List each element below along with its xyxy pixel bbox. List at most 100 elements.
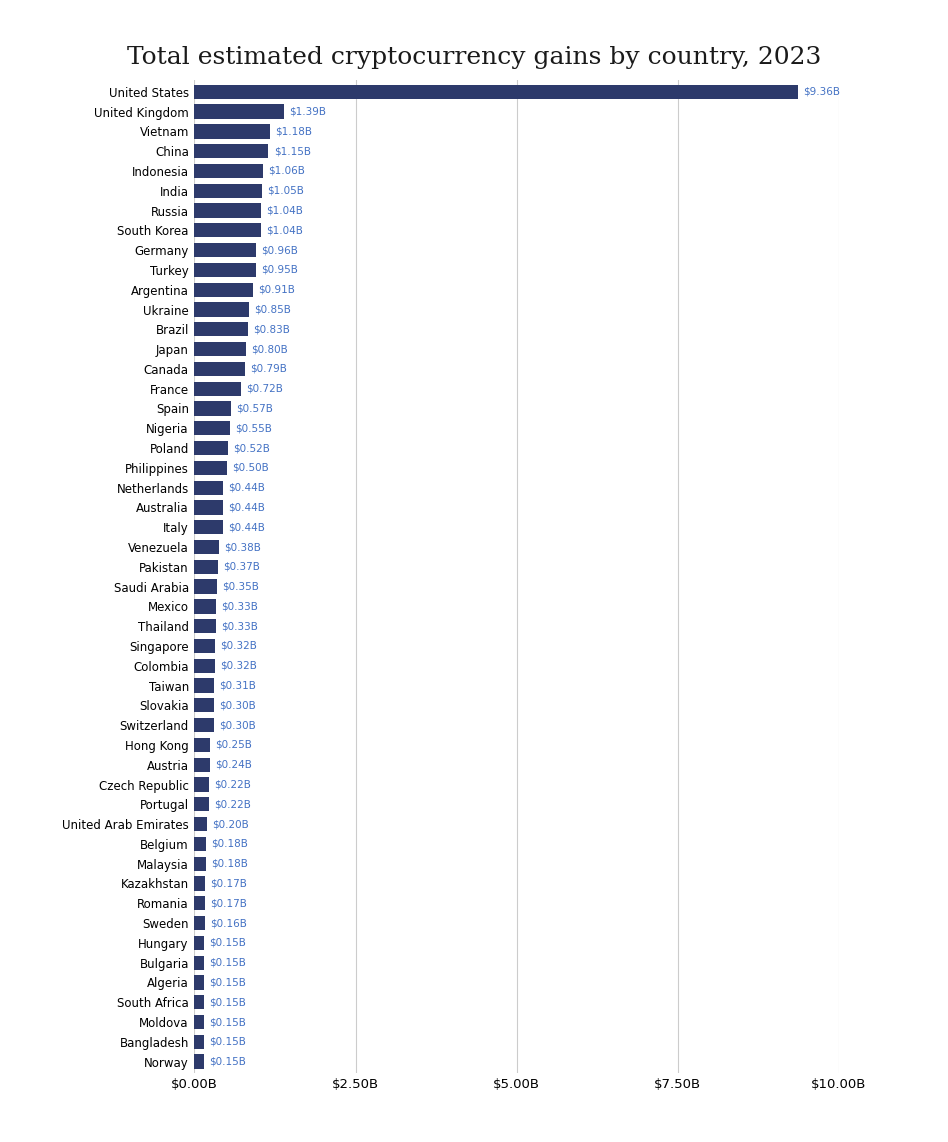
Bar	[194, 381, 241, 396]
Text: $0.30B: $0.30B	[219, 700, 256, 710]
Text: $0.15B: $0.15B	[210, 1037, 246, 1047]
Bar	[194, 322, 247, 337]
Bar	[194, 698, 213, 713]
Text: $0.33B: $0.33B	[221, 621, 258, 632]
Bar	[194, 124, 270, 138]
Text: $0.22B: $0.22B	[213, 780, 250, 789]
Bar	[194, 975, 204, 990]
Text: $0.18B: $0.18B	[211, 859, 248, 869]
Bar	[194, 638, 215, 653]
Text: $0.57B: $0.57B	[236, 403, 273, 413]
Text: $0.50B: $0.50B	[231, 463, 268, 473]
Text: © Chainalysis: © Chainalysis	[832, 1113, 920, 1127]
Text: $0.32B: $0.32B	[220, 661, 257, 670]
Bar	[194, 856, 206, 871]
Text: $0.52B: $0.52B	[233, 443, 270, 453]
Bar	[194, 441, 228, 456]
Text: $0.15B: $0.15B	[210, 1056, 246, 1067]
Text: $0.16B: $0.16B	[210, 918, 246, 928]
Bar	[194, 678, 214, 693]
Bar	[194, 104, 284, 119]
Bar	[194, 1035, 204, 1049]
Bar	[194, 600, 215, 613]
Bar	[194, 243, 256, 257]
Text: $0.15B: $0.15B	[210, 938, 246, 948]
Bar	[194, 817, 208, 831]
Bar	[194, 460, 227, 475]
Text: $0.15B: $0.15B	[210, 978, 246, 988]
Bar	[194, 401, 231, 416]
Text: $0.20B: $0.20B	[212, 819, 249, 829]
Text: $0.44B: $0.44B	[228, 502, 264, 513]
Text: $0.85B: $0.85B	[254, 305, 291, 314]
Text: $1.18B: $1.18B	[276, 127, 313, 136]
Text: $0.55B: $0.55B	[235, 424, 272, 433]
Bar	[194, 995, 204, 1010]
Bar	[194, 362, 246, 376]
Bar	[194, 282, 253, 297]
Bar	[194, 85, 797, 99]
Text: $0.80B: $0.80B	[251, 344, 288, 354]
Text: $1.06B: $1.06B	[268, 166, 304, 176]
Text: $0.35B: $0.35B	[222, 581, 259, 592]
Bar	[194, 481, 223, 494]
Text: $0.72B: $0.72B	[246, 384, 283, 394]
Bar	[194, 579, 217, 594]
Text: $0.33B: $0.33B	[221, 602, 258, 611]
Text: $0.15B: $0.15B	[210, 958, 246, 967]
Text: $0.44B: $0.44B	[228, 483, 264, 492]
Text: $0.30B: $0.30B	[219, 721, 256, 730]
Text: $0.38B: $0.38B	[224, 542, 261, 552]
Bar	[194, 520, 223, 534]
Bar	[194, 421, 229, 435]
Text: $0.32B: $0.32B	[220, 641, 257, 651]
Bar	[194, 163, 263, 178]
Text: $9.36B: $9.36B	[803, 87, 840, 97]
Text: $0.18B: $0.18B	[211, 839, 248, 849]
Bar	[194, 1015, 204, 1029]
Bar	[194, 778, 209, 791]
Bar	[194, 718, 213, 732]
Bar	[194, 659, 215, 673]
Text: $0.91B: $0.91B	[258, 284, 295, 295]
Text: $0.95B: $0.95B	[261, 265, 298, 275]
Bar	[194, 560, 218, 574]
Bar	[194, 303, 249, 316]
Bar	[194, 757, 210, 772]
Bar	[194, 341, 246, 356]
Bar	[194, 876, 206, 891]
Bar	[194, 223, 262, 238]
Bar	[194, 797, 209, 812]
Text: $0.24B: $0.24B	[215, 759, 252, 770]
Text: $0.22B: $0.22B	[213, 799, 250, 810]
Text: $0.96B: $0.96B	[262, 246, 299, 255]
Text: $0.15B: $0.15B	[210, 997, 246, 1007]
Bar	[194, 896, 206, 910]
Text: $0.17B: $0.17B	[210, 899, 247, 908]
Text: $0.25B: $0.25B	[215, 740, 252, 750]
Bar	[194, 935, 204, 950]
Bar	[194, 956, 204, 970]
Text: $0.17B: $0.17B	[210, 878, 247, 888]
Text: $1.39B: $1.39B	[289, 106, 326, 116]
Text: Total estimated cryptocurrency gains by country, 2023: Total estimated cryptocurrency gains by …	[127, 46, 821, 69]
Text: $0.44B: $0.44B	[228, 522, 264, 532]
Text: $1.05B: $1.05B	[267, 186, 304, 195]
Bar	[194, 1054, 204, 1069]
Bar	[194, 916, 205, 931]
Bar	[194, 540, 219, 554]
Bar	[194, 263, 256, 278]
Bar	[194, 738, 210, 753]
Text: $1.04B: $1.04B	[266, 225, 303, 235]
Text: $0.37B: $0.37B	[224, 562, 260, 572]
Text: $0.15B: $0.15B	[210, 1018, 246, 1027]
Bar	[194, 184, 262, 198]
Text: $0.31B: $0.31B	[220, 681, 256, 691]
Bar	[194, 144, 268, 159]
Text: $1.04B: $1.04B	[266, 206, 303, 216]
Text: $1.15B: $1.15B	[274, 146, 311, 156]
Bar	[194, 619, 215, 634]
Bar	[194, 203, 262, 218]
Bar	[194, 837, 206, 851]
Bar	[194, 500, 223, 515]
